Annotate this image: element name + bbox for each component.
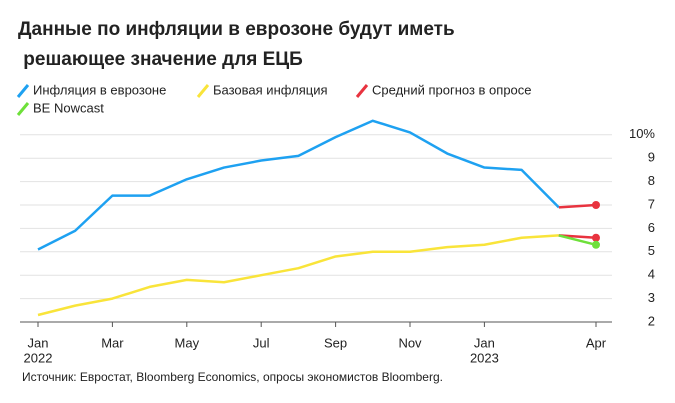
y-tick-label: 2	[648, 313, 655, 328]
y-tick-label: 3	[648, 290, 655, 305]
legend-label: BE Nowcast	[33, 100, 104, 115]
x-tick-label: Jul	[253, 335, 270, 350]
legend-label: Инфляция в еврозоне	[33, 82, 166, 97]
series-line	[37, 119, 560, 251]
x-tick-label: Mar	[101, 335, 124, 350]
end-dot	[592, 233, 600, 242]
x-tick-label: Nov	[398, 335, 422, 350]
chart-title: Данные по инфляции в еврозоне будут имет…	[18, 19, 455, 70]
y-tick-label: 5	[648, 243, 655, 258]
legend-swatch	[16, 84, 30, 98]
series-line	[37, 234, 559, 317]
x-sublabel: 2023	[470, 350, 499, 365]
series-line	[558, 234, 597, 246]
x-tick-label: May	[175, 335, 200, 350]
y-tick-label: 8	[648, 173, 655, 188]
source: Источник: Евростат, Bloomberg Economics,…	[22, 370, 443, 384]
x-tick-label: Sep	[324, 335, 347, 350]
end-dot	[592, 201, 600, 209]
x-tick-label: Apr	[586, 335, 607, 350]
legend-swatch	[196, 84, 210, 98]
x-tick-label: Jan	[28, 335, 49, 350]
legend-label: Средний прогноз в опросе	[372, 82, 532, 97]
y-tick-label: 9	[648, 150, 655, 165]
x-sublabel: 2022	[24, 350, 53, 365]
y-tick-label: 7	[648, 196, 655, 211]
x-tick-label: Jan	[474, 335, 495, 350]
legend-label: Базовая инфляция	[213, 82, 328, 97]
series-line	[558, 203, 597, 209]
legend-swatch	[16, 102, 30, 116]
legend-swatch	[355, 84, 369, 98]
y-tick-label: 4	[648, 267, 655, 282]
end-dot	[592, 240, 600, 249]
y-tick-label: 6	[648, 220, 655, 235]
y-tick-label: 10%	[629, 126, 655, 141]
